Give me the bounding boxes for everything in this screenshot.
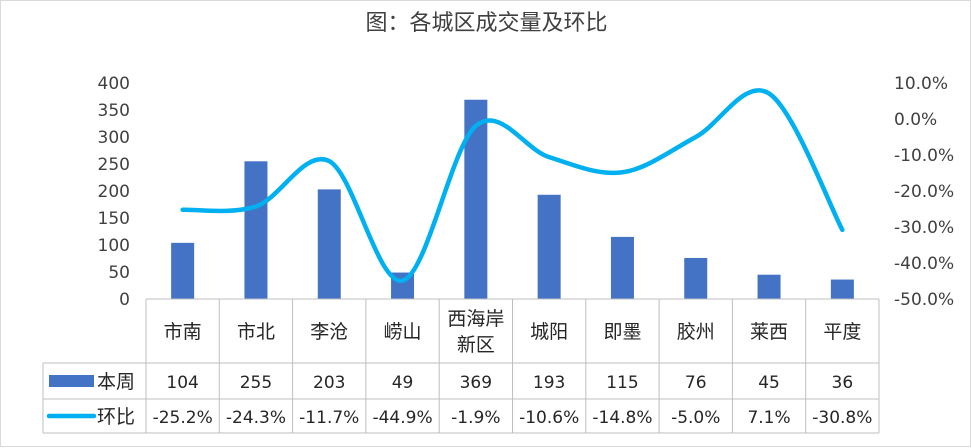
table-cell-line-value: -1.9% [451,408,500,428]
right-axis-tick-label: 10.0% [894,74,948,94]
legend-label-bar: 本周 [97,371,135,393]
chart-title: 图：各城区成交量及环比 [365,11,608,36]
category-label: 市南 [164,321,202,343]
series-line-mom [180,88,845,283]
left-axis-tick-label: 250 [98,155,130,175]
table-cell-bar-value: 193 [533,373,565,393]
table-cell-bar-value: 255 [240,373,272,393]
category-label: 莱西 [750,321,788,343]
table-cell-line-value: -30.8% [812,408,872,428]
left-axis-tick-label: 150 [98,209,130,229]
legend-swatch-bar [49,375,94,387]
table-cell-line-value: -24.3% [226,408,286,428]
right-axis-tick-label: 0.0% [894,110,937,130]
table-cell-bar-value: 49 [392,373,414,393]
table-cell-bar-value: 76 [685,373,707,393]
left-axis-tick-label: 400 [98,74,130,94]
right-axis-tick-label: -20.0% [894,182,954,202]
table-cell-line-value: -44.9% [372,408,432,428]
category-label: 西海岸新区 [447,308,504,356]
table-cell-bar-value: 369 [460,373,492,393]
table-cell-line-value: -14.8% [592,408,652,428]
left-axis-tick-label: 300 [98,128,130,148]
category-label: 城阳 [530,321,568,343]
category-label: 崂山 [384,321,422,343]
bar [757,274,781,299]
category-label: 李沧 [310,321,348,343]
right-axis-tick-label: -30.0% [894,218,954,238]
table-cell-line-value: -5.0% [671,408,720,428]
left-axis-tick-label: 0 [119,290,130,310]
bar [830,279,854,299]
table-cell-bar-value: 203 [313,373,345,393]
table-cell-line-value: -25.2% [153,408,213,428]
right-axis-tick-label: -40.0% [894,254,954,274]
bar [464,99,488,300]
table-cell-bar-value: 115 [606,373,638,393]
category-label: 平度 [823,321,861,343]
table-cell-bar-value: 45 [758,373,780,393]
table-cell-bar-value: 36 [832,373,854,393]
bar [171,242,195,299]
left-axis-tick-label: 200 [98,182,130,202]
legend-label-line: 环比 [97,406,135,428]
left-axis-tick-label: 350 [98,101,130,121]
right-axis-tick-label: -50.0% [894,290,954,310]
right-axis-tick-label: -10.0% [894,146,954,166]
bar [244,161,268,299]
category-label: 即墨 [603,321,641,343]
left-axis-tick-label: 50 [108,263,130,283]
table-cell-line-value: -10.6% [519,408,579,428]
left-axis-tick-label: 100 [98,236,130,256]
bar [317,189,341,299]
table-cell-bar-value: 104 [166,373,198,393]
bar [610,236,634,299]
table-cell-line-value: 7.1% [747,408,790,428]
category-label: 胶州 [677,321,715,343]
bar [684,257,708,299]
category-label: 市北 [237,321,275,343]
bar [537,194,561,299]
table-cell-line-value: -11.7% [299,408,359,428]
